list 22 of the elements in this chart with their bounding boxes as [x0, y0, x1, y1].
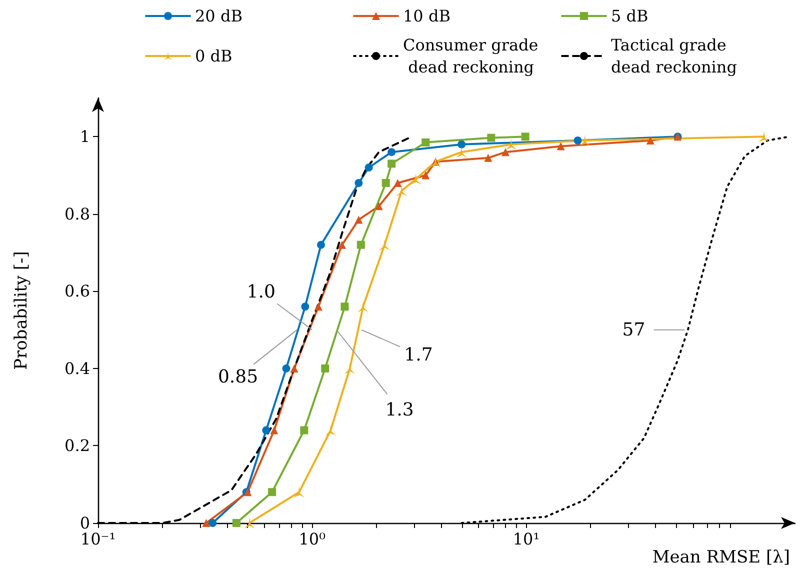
y-tick-label: 1	[80, 127, 90, 146]
y-tick-label: 0.4	[64, 358, 90, 378]
annotation: 1.3	[385, 399, 414, 420]
legend-label: Consumer grade dead reckoning	[403, 36, 538, 76]
legend-label: 10 dB	[403, 6, 450, 26]
annotation: 1.7	[404, 344, 433, 366]
annotation: 57	[622, 319, 646, 340]
legend-label: 5 dB	[611, 6, 648, 26]
legend-label: Tactical grade dead reckoning	[611, 36, 737, 76]
legend-label: 20 dB	[195, 6, 242, 26]
annotation: 0.85	[218, 366, 258, 388]
y-tick-label: 0.8	[64, 204, 90, 224]
x-tick-label: 10¹	[512, 530, 540, 548]
y-tick-label: 0	[80, 514, 90, 532]
x-axis-title: Mean RMSE [λ]	[652, 548, 790, 568]
annotation: 1.0	[246, 281, 276, 302]
y-tick-label: 0.6	[64, 282, 90, 301]
x-tick-label: 10⁰	[298, 530, 326, 548]
y-axis-title: Probability [-]	[12, 251, 32, 370]
legend-label: 0 dB	[195, 46, 232, 66]
y-tick-label: 0.2	[64, 436, 90, 456]
x-tick-label: 10⁻¹	[80, 530, 116, 548]
